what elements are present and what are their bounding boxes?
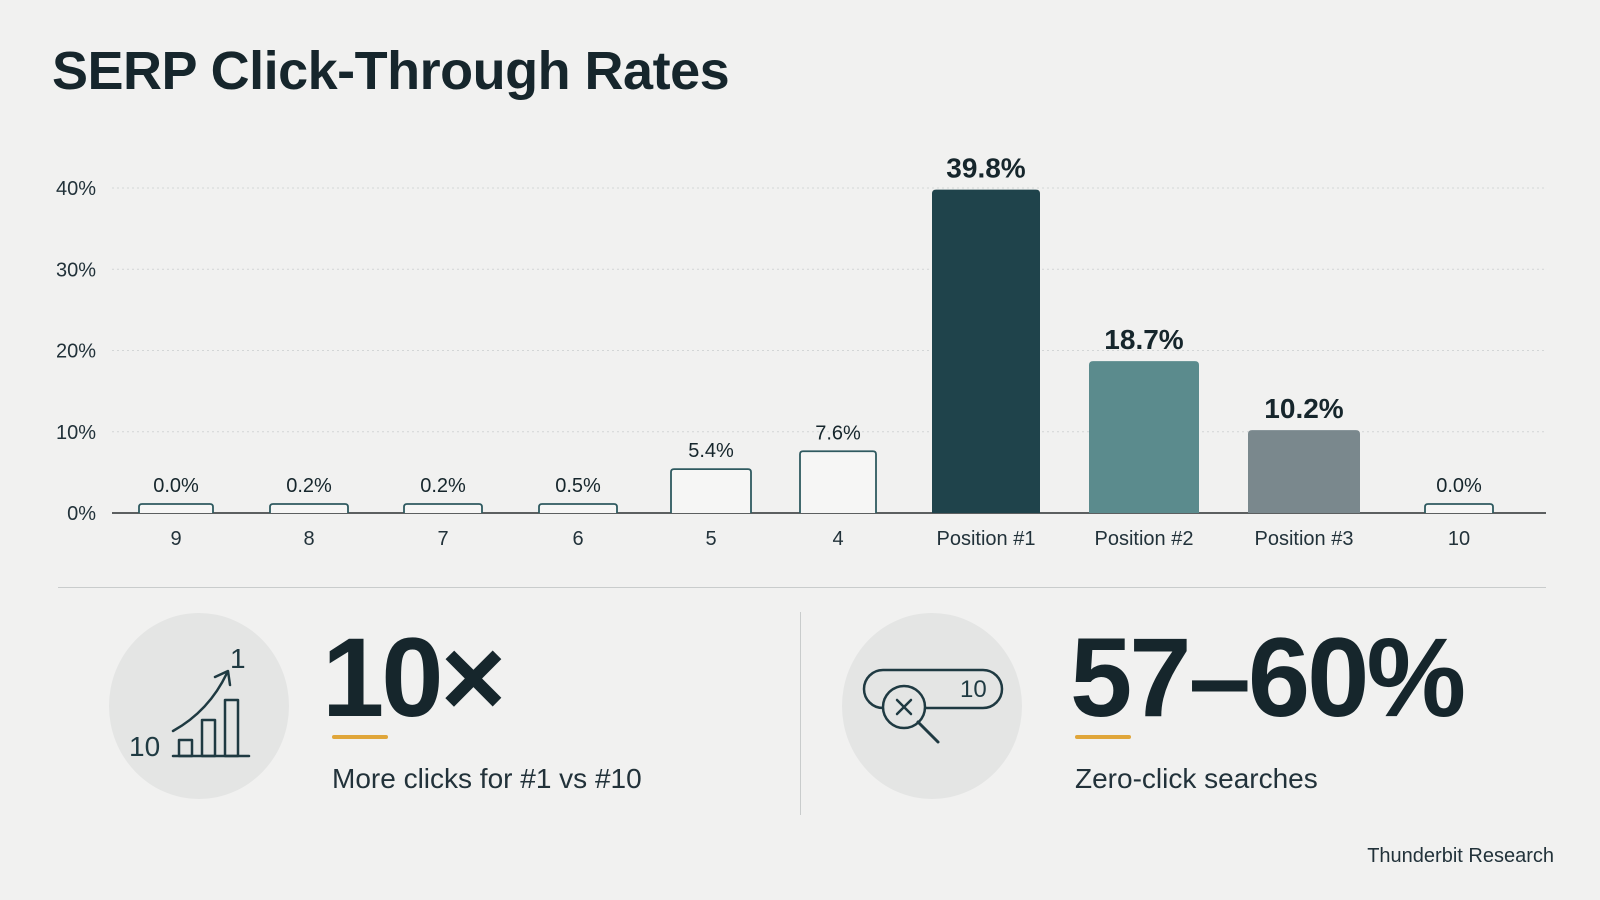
- value-label: 10.2%: [1264, 393, 1343, 424]
- x-tick-label: 4: [832, 528, 843, 550]
- stat-underline: [332, 735, 388, 739]
- bar: [1248, 430, 1360, 513]
- x-tick-label: 9: [170, 528, 181, 550]
- stat-value-clicks: 10×: [322, 615, 506, 740]
- y-tick-label: 30%: [56, 259, 96, 281]
- bar: [799, 450, 877, 513]
- value-label: 7.6%: [815, 422, 861, 444]
- bar: [403, 503, 483, 513]
- bar: [670, 468, 752, 513]
- icon-label-high: 1: [230, 643, 246, 674]
- bar: [932, 189, 1040, 513]
- y-tick-label: 10%: [56, 422, 96, 444]
- ranking-growth-icon: 10 1: [109, 613, 289, 799]
- bar: [269, 503, 349, 513]
- section-divider: [58, 587, 1546, 588]
- x-tick-label: 8: [303, 528, 314, 550]
- x-tick-label: Position #2: [1095, 528, 1194, 550]
- x-tick-label: Position #1: [937, 528, 1036, 550]
- stat-label-zero-click: Zero-click searches: [1075, 763, 1318, 794]
- value-label: 39.8%: [946, 153, 1025, 184]
- value-label: 0.0%: [1436, 475, 1482, 497]
- bar: [1424, 503, 1494, 513]
- chart-title: SERP Click-Through Rates: [52, 41, 730, 101]
- icon-rank-label: 10: [960, 676, 987, 703]
- x-tick-label: Position #3: [1255, 528, 1354, 550]
- value-label: 18.7%: [1104, 324, 1183, 355]
- y-tick-label: 20%: [56, 341, 96, 363]
- y-tick-label: 0%: [67, 503, 96, 525]
- value-label: 0.2%: [420, 475, 466, 497]
- bar: [538, 503, 618, 513]
- stat-underline: [1075, 735, 1131, 739]
- x-tick-label: 7: [437, 528, 448, 550]
- source-credit: Thunderbit Research: [1367, 845, 1554, 867]
- value-label: 0.0%: [153, 475, 199, 497]
- stat-divider: [800, 612, 801, 815]
- icon-label-low: 10: [129, 731, 160, 762]
- stat-label-clicks: More clicks for #1 vs #10: [332, 763, 642, 794]
- bar-chart: 0% 10% 20% 30% 40% 0.0% 9 0.2% 8 0.2% 7 0.5% 6 5.4% 5 7…: [56, 153, 1546, 550]
- x-tick-label: 10: [1448, 528, 1470, 550]
- y-tick-label: 40%: [56, 178, 96, 200]
- value-label: 0.5%: [555, 475, 601, 497]
- stat-value-zero-click: 57–60%: [1070, 615, 1466, 740]
- zero-click-search-icon: 10: [842, 613, 1022, 799]
- value-label: 0.2%: [286, 475, 332, 497]
- value-label: 5.4%: [688, 440, 734, 462]
- x-tick-label: 5: [705, 528, 716, 550]
- x-tick-label: 6: [572, 528, 583, 550]
- bar: [138, 503, 214, 513]
- bar: [1089, 361, 1199, 513]
